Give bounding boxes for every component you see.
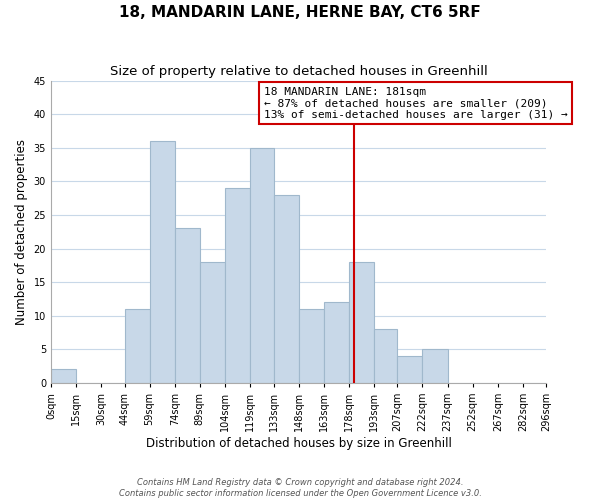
Bar [299,309,324,383]
Bar [125,309,149,383]
Title: Size of property relative to detached houses in Greenhill: Size of property relative to detached ho… [110,65,487,78]
Bar [397,356,422,383]
Bar [51,370,76,383]
Y-axis label: Number of detached properties: Number of detached properties [15,138,28,324]
Bar [374,329,397,383]
Bar [422,350,448,383]
Bar [349,262,374,383]
Text: 18 MANDARIN LANE: 181sqm
← 87% of detached houses are smaller (209)
13% of semi-: 18 MANDARIN LANE: 181sqm ← 87% of detach… [264,86,568,120]
Bar [149,141,175,383]
Text: Contains HM Land Registry data © Crown copyright and database right 2024.
Contai: Contains HM Land Registry data © Crown c… [119,478,481,498]
Bar [324,302,349,383]
Bar [200,262,225,383]
Bar [250,148,274,383]
Text: 18, MANDARIN LANE, HERNE BAY, CT6 5RF: 18, MANDARIN LANE, HERNE BAY, CT6 5RF [119,5,481,20]
Bar [274,195,299,383]
X-axis label: Distribution of detached houses by size in Greenhill: Distribution of detached houses by size … [146,437,452,450]
Bar [225,188,250,383]
Bar [175,228,200,383]
